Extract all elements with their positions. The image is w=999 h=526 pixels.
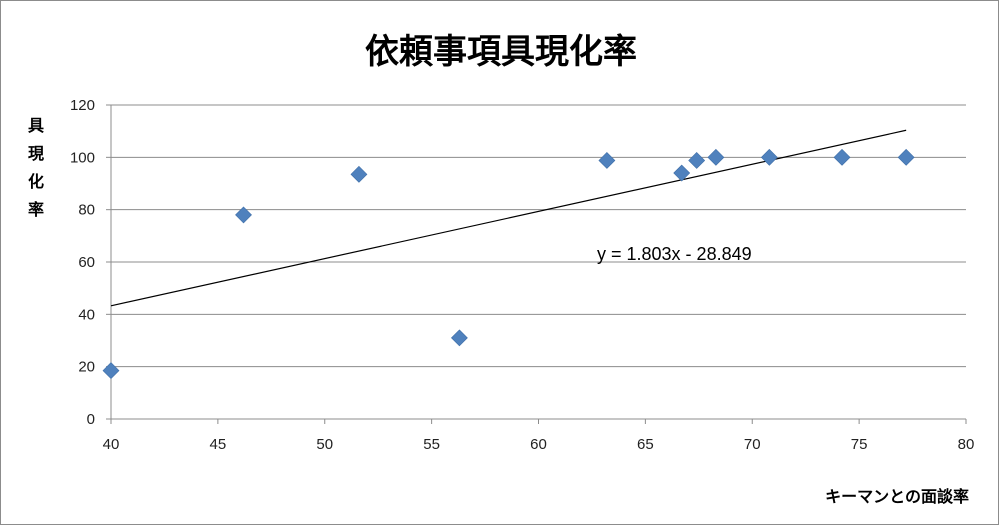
y-tick-label: 120 <box>70 97 95 114</box>
x-tick-label: 80 <box>958 436 975 453</box>
x-tick-label: 70 <box>744 436 761 453</box>
x-tick-label: 60 <box>530 436 547 453</box>
x-axis-label: キーマンとの面談率 <box>825 487 969 506</box>
x-tick-labels: 40 45 50 55 60 65 70 75 80 <box>103 436 975 453</box>
data-point-marker <box>897 148 915 166</box>
gridlines <box>111 104 966 368</box>
y-tick-label: 80 <box>78 202 95 219</box>
x-tick-label: 45 <box>210 436 227 453</box>
trendline-equation: y = 1.803x - 28.849 <box>597 244 752 264</box>
data-point-marker <box>688 152 706 169</box>
chart-title: 依頼事項具現化率 <box>365 32 637 72</box>
trendline-group <box>110 129 907 307</box>
x-tick-label: 75 <box>851 436 868 453</box>
x-tick-label: 50 <box>316 436 333 453</box>
data-point-marker <box>760 148 778 166</box>
x-tick-label: 65 <box>637 436 654 453</box>
data-point-marker <box>450 329 468 347</box>
x-tick-label: 40 <box>103 436 120 453</box>
data-point-marker <box>598 152 616 169</box>
y-tick-label: 20 <box>78 359 95 376</box>
axes <box>106 104 967 424</box>
y-axis-label-char: 率 <box>28 200 44 219</box>
y-axis-label: 具現化率 <box>28 116 44 219</box>
x-tick-label: 55 <box>423 436 440 453</box>
y-tick-label: 60 <box>78 254 95 271</box>
data-point-marker <box>350 165 368 183</box>
data-point-marker <box>707 148 725 166</box>
data-point-marker <box>833 148 851 166</box>
data-point-marker <box>673 164 691 182</box>
y-axis-label-char: 化 <box>28 172 44 191</box>
y-tick-labels: 0 20 40 60 80 100 120 <box>70 97 95 428</box>
data-point-marker <box>235 206 252 224</box>
y-tick-label: 40 <box>78 306 95 323</box>
data-points <box>102 148 915 380</box>
trendline <box>110 129 907 307</box>
y-tick-label: 0 <box>87 411 95 428</box>
data-point-marker <box>102 362 120 380</box>
y-axis-label-char: 現 <box>28 144 44 163</box>
y-axis-label-char: 具 <box>28 116 44 135</box>
y-tick-label: 100 <box>70 149 95 166</box>
